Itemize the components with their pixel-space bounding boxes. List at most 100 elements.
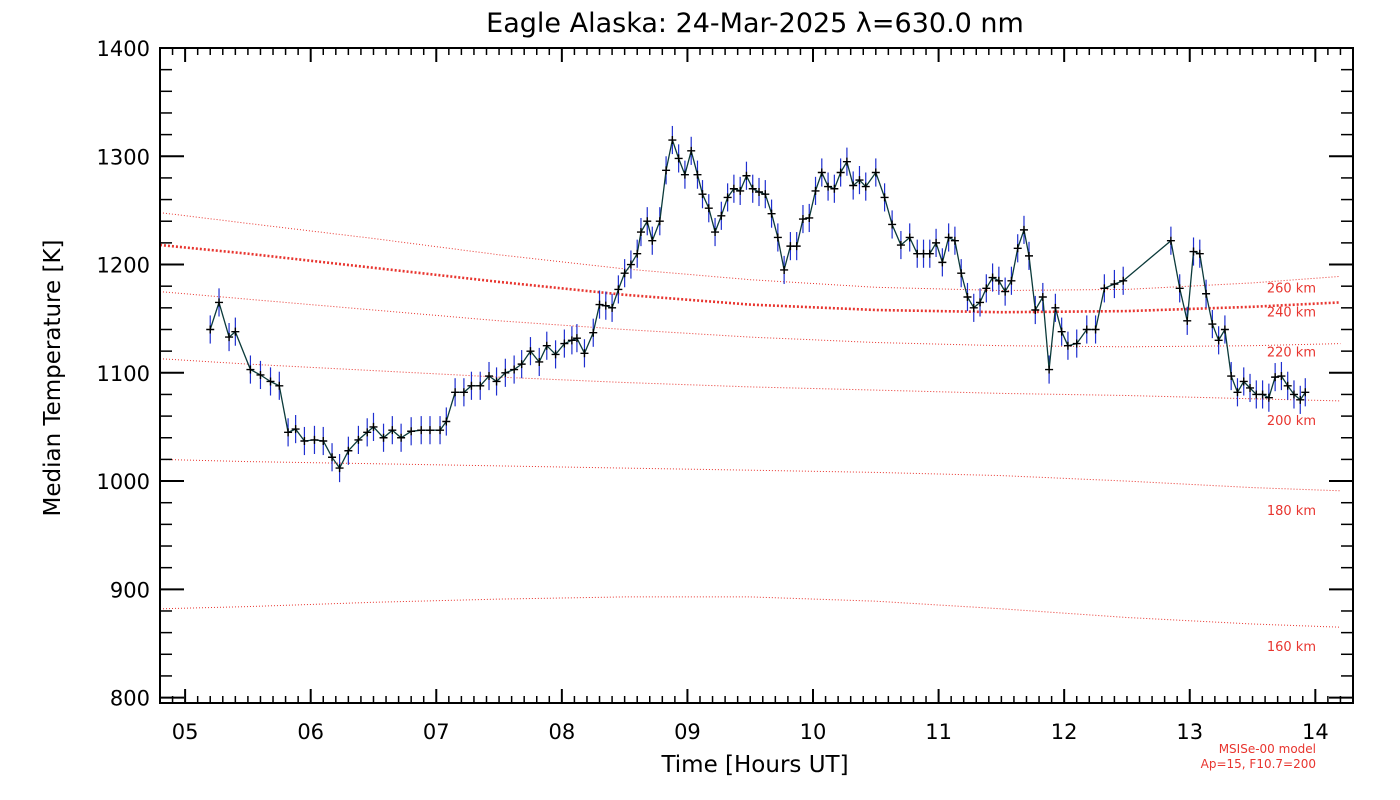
data-point xyxy=(717,211,726,220)
data-point xyxy=(1045,365,1054,374)
data-point xyxy=(560,339,569,348)
axes: 05 06 07 08 09 10 11 12 13 14 800 900 1000 1100 1200 13… xyxy=(97,37,1354,744)
data-point xyxy=(798,215,807,224)
model-curve xyxy=(159,291,1341,348)
x-tick-label: 09 xyxy=(674,720,701,744)
data-point xyxy=(614,285,623,294)
x-tick-label: 05 xyxy=(172,720,199,744)
data-point xyxy=(595,300,604,309)
data-point xyxy=(467,381,476,390)
data-point xyxy=(680,170,689,179)
data-point xyxy=(601,301,610,310)
data-point xyxy=(492,377,501,386)
data-point xyxy=(648,236,657,245)
x-tick-label: 13 xyxy=(1176,720,1203,744)
data-point xyxy=(417,426,426,435)
data-point xyxy=(792,242,801,251)
y-tick-label: 1000 xyxy=(97,470,150,494)
data-point xyxy=(215,298,224,307)
data-point xyxy=(636,228,645,237)
data-point xyxy=(1289,390,1298,399)
data-point xyxy=(1277,372,1286,381)
altitude-label: 200 km xyxy=(1267,414,1316,429)
x-tick-label: 14 xyxy=(1302,720,1329,744)
data-point xyxy=(925,249,934,258)
data-point xyxy=(1283,381,1292,390)
data-point xyxy=(982,284,991,293)
data-point xyxy=(944,233,953,242)
data-point xyxy=(476,381,485,390)
y-tick-label: 800 xyxy=(110,687,150,711)
data-point xyxy=(849,181,858,190)
data-point xyxy=(1025,251,1034,260)
data-point xyxy=(842,157,851,166)
data-point xyxy=(687,146,696,155)
data-point xyxy=(291,425,300,434)
data-point xyxy=(1119,276,1128,285)
data-point xyxy=(1166,236,1175,245)
data-point xyxy=(1202,289,1211,298)
data-point xyxy=(542,341,551,350)
data-point xyxy=(1100,284,1109,293)
x-tick-label: 10 xyxy=(800,720,827,744)
data-point xyxy=(824,182,833,191)
data-point xyxy=(1246,383,1255,392)
data-point xyxy=(938,258,947,267)
data-point xyxy=(1072,339,1081,348)
model-curve xyxy=(159,212,1341,292)
data-point xyxy=(761,190,770,199)
altitude-label: 220 km xyxy=(1267,346,1316,361)
data-point xyxy=(1227,372,1236,381)
altitude-labels: 160 km 180 km 200 km 220 km 240 km 260 km xyxy=(1267,281,1316,655)
data-point xyxy=(526,347,535,356)
data-point xyxy=(397,433,406,442)
x-tick-label: 07 xyxy=(423,720,450,744)
data-point xyxy=(501,368,510,377)
data-point xyxy=(1214,336,1223,345)
data-point xyxy=(319,437,328,445)
data-point xyxy=(1007,276,1016,285)
data-point xyxy=(811,186,820,195)
data-point xyxy=(1183,316,1192,325)
data-point xyxy=(871,168,880,177)
data-point xyxy=(1208,320,1217,329)
data-point xyxy=(1258,390,1267,399)
model-note-line-2: Ap=15, F10.7=200 xyxy=(1201,757,1316,771)
data-point xyxy=(1001,287,1010,296)
data-point xyxy=(736,186,745,195)
data-point xyxy=(767,209,776,218)
data-point xyxy=(855,176,864,185)
data-point xyxy=(836,168,845,177)
data-point xyxy=(1175,284,1184,293)
data-point xyxy=(1038,293,1047,302)
data-point xyxy=(425,426,434,435)
x-tick-label: 11 xyxy=(925,720,952,744)
data-point xyxy=(231,327,240,336)
data-point xyxy=(1031,306,1040,314)
x-axis-label: Time [Hours UT] xyxy=(660,752,848,778)
data-point xyxy=(755,187,764,196)
data-point xyxy=(344,446,353,455)
data-point xyxy=(608,303,617,312)
x-tick-label: 12 xyxy=(1051,720,1078,744)
model-curve xyxy=(159,358,1341,402)
data-point xyxy=(698,190,707,199)
data-point xyxy=(369,422,378,431)
data-point xyxy=(1296,395,1305,404)
data-point xyxy=(1110,280,1119,289)
data-point xyxy=(674,154,683,163)
data-point xyxy=(363,428,372,437)
data-point xyxy=(354,435,363,444)
data-point xyxy=(442,417,451,426)
data-point xyxy=(580,349,589,358)
x-tick-label: 08 xyxy=(548,720,575,744)
data-point xyxy=(711,228,720,237)
data-point xyxy=(388,426,397,435)
data-point xyxy=(817,168,826,177)
data-point xyxy=(328,453,337,462)
data-point xyxy=(655,217,664,226)
data-point xyxy=(693,170,702,179)
data-point xyxy=(551,350,560,359)
